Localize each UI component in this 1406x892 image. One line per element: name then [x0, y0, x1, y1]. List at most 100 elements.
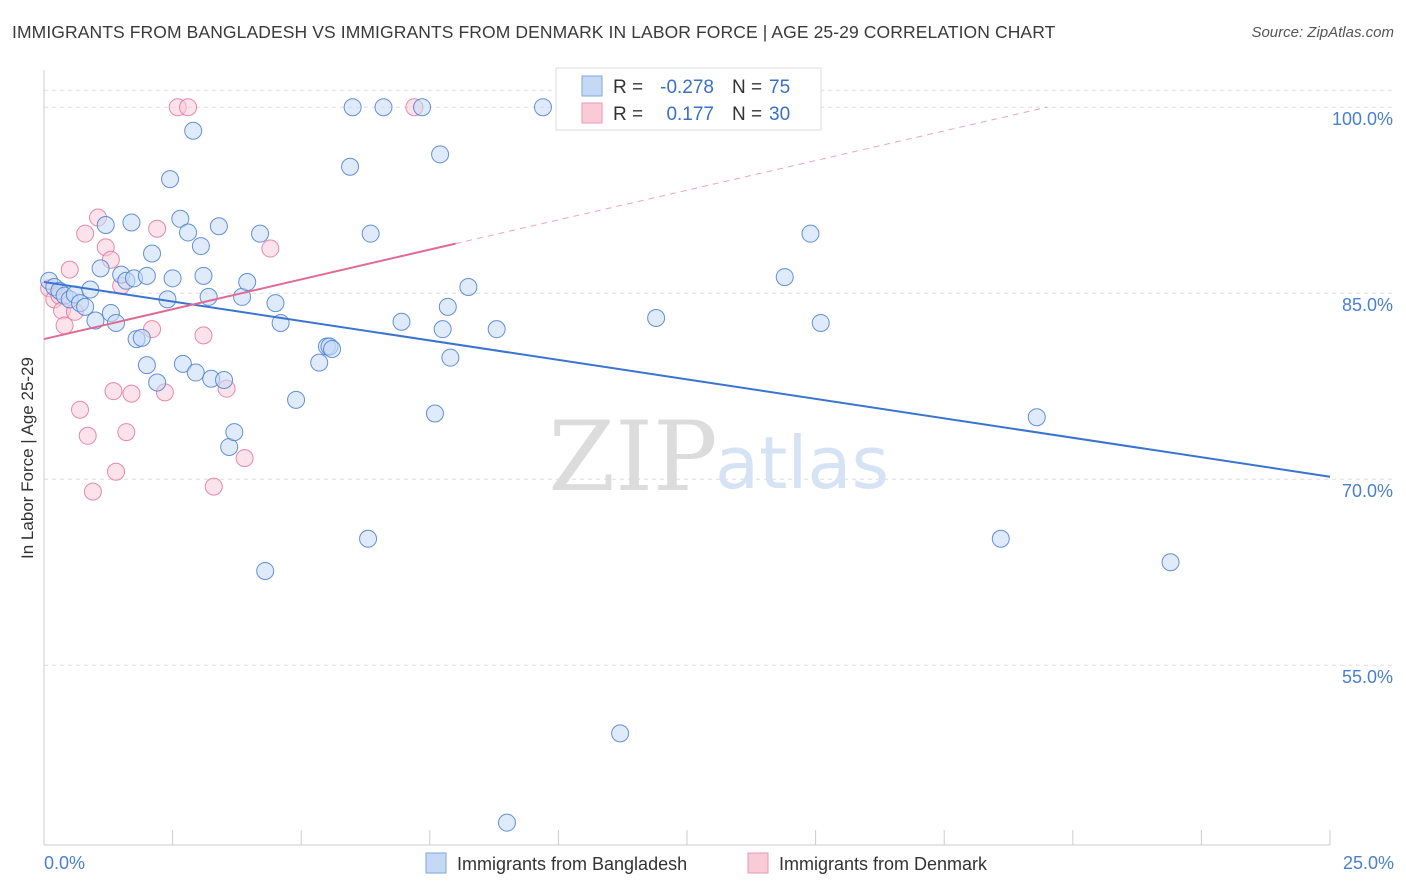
point-bangladesh-67: [647, 309, 666, 327]
point-bangladesh-32: [191, 237, 210, 256]
legend-r-value-bangladesh: -0.278: [660, 77, 714, 98]
bottom-legend-swatch-denmark: [747, 852, 769, 874]
point-bangladesh-53: [359, 529, 378, 548]
point-bangladesh-28: [173, 354, 192, 373]
point-bangladesh-21: [137, 356, 156, 375]
point-bangladesh-66: [533, 98, 552, 117]
trend-line-bangladesh: [43, 281, 1331, 478]
x-tick-labels: 0.0% 25.0%: [44, 853, 1394, 873]
point-bangladesh-57: [413, 98, 432, 117]
point-denmark-15: [107, 462, 126, 481]
point-denmark-7: [71, 400, 90, 419]
point-bangladesh-19: [132, 328, 151, 347]
zipatlas-watermark: ZIP atlas: [548, 401, 889, 513]
series-denmark-points: [40, 98, 424, 501]
point-bangladesh-42: [251, 224, 270, 243]
legend-r-label-bangladesh: R =: [613, 77, 648, 98]
point-bangladesh-20: [137, 266, 156, 285]
point-denmark-24: [194, 326, 213, 345]
point-bangladesh-73: [1161, 553, 1180, 572]
y-tick-label-3: 100.0%: [1332, 109, 1393, 129]
point-bangladesh-11: [96, 216, 115, 234]
bottom-legend-label-denmark: Immigrants from Denmark: [779, 854, 988, 874]
point-bangladesh-51: [341, 157, 360, 176]
legend-r-value-denmark: 0.177: [666, 104, 714, 125]
point-denmark-28: [261, 239, 280, 258]
legend-n-label-denmark: N =: [732, 104, 767, 125]
point-bangladesh-16: [122, 213, 141, 232]
point-bangladesh-65: [497, 813, 516, 832]
point-bangladesh-41: [238, 273, 257, 292]
point-denmark-9: [78, 426, 97, 445]
x-tick-label-max: 25.0%: [1343, 853, 1394, 873]
point-bangladesh-68: [775, 268, 794, 287]
legend-n-value-denmark: 30: [769, 104, 790, 125]
point-bangladesh-9: [86, 311, 105, 330]
legend-swatch-bangladesh: [581, 75, 603, 97]
point-bangladesh-47: [310, 353, 329, 372]
point-bangladesh-37: [215, 371, 234, 389]
point-denmark-25: [204, 477, 223, 496]
y-tick-label-2: 85.0%: [1342, 295, 1393, 315]
point-bangladesh-54: [361, 224, 380, 243]
point-bangladesh-62: [441, 348, 460, 367]
point-bangladesh-61: [438, 297, 457, 316]
point-denmark-14: [104, 382, 123, 401]
point-bangladesh-69: [801, 224, 820, 243]
bottom-legend-swatch-bangladesh: [425, 852, 447, 874]
legend-n-label-bangladesh: N =: [732, 77, 767, 98]
point-bangladesh-70: [811, 313, 830, 332]
legend-swatch-denmark: [581, 102, 603, 124]
point-bangladesh-60: [433, 320, 452, 339]
point-bangladesh-71: [991, 529, 1010, 548]
point-bangladesh-72: [1027, 408, 1046, 427]
point-bangladesh-39: [225, 423, 244, 442]
legend-n-value-bangladesh: 75: [769, 77, 790, 98]
point-bangladesh-31: [186, 363, 205, 382]
point-bangladesh-33: [194, 266, 213, 285]
bottom-legend-label-bangladesh: Immigrants from Bangladesh: [457, 854, 687, 874]
series-legend: Immigrants from Bangladesh Immigrants fr…: [425, 852, 988, 874]
point-bangladesh-22: [143, 244, 162, 263]
point-bangladesh-26: [163, 269, 182, 288]
stats-legend: R = -0.278 N = 75 R = 0.177 N = 30: [555, 67, 822, 131]
trend-lines: [43, 106, 1331, 478]
point-denmark-27: [235, 449, 254, 468]
point-bangladesh-63: [459, 278, 478, 296]
point-bangladesh-46: [287, 390, 306, 409]
point-denmark-8: [76, 224, 95, 243]
point-bangladesh-29: [179, 223, 198, 242]
y-tick-labels: 55.0% 70.0% 85.0% 100.0%: [1332, 109, 1393, 687]
point-denmark-17: [117, 423, 136, 442]
point-bangladesh-58: [425, 404, 444, 423]
grid-lines: [44, 89, 1394, 666]
point-bangladesh-59: [431, 145, 450, 164]
point-bangladesh-44: [266, 294, 285, 313]
point-bangladesh-55: [374, 98, 393, 117]
point-denmark-10: [83, 482, 102, 501]
y-tick-label-1: 70.0%: [1342, 481, 1393, 501]
point-bangladesh-56: [392, 312, 411, 331]
point-bangladesh-10: [91, 259, 110, 278]
point-bangladesh-52: [343, 98, 362, 117]
x-tick-label-min: 0.0%: [44, 853, 85, 873]
point-denmark-23: [179, 98, 198, 117]
point-bangladesh-36: [209, 217, 228, 236]
point-bangladesh-30: [184, 121, 203, 140]
chart-title: IMMIGRANTS FROM BANGLADESH VS IMMIGRANTS…: [12, 22, 1056, 42]
trend-line-denmark: [43, 242, 456, 341]
point-bangladesh-50: [323, 340, 342, 358]
series-bangladesh-points: [40, 98, 1180, 832]
point-bangladesh-43: [256, 561, 275, 580]
legend-r-label-denmark: R =: [613, 104, 648, 125]
point-bangladesh-27: [171, 209, 190, 228]
y-axis-label: In Labor Force | Age 25-29: [18, 357, 37, 559]
point-bangladesh-23: [148, 373, 167, 392]
y-tick-label-0: 55.0%: [1342, 667, 1393, 687]
watermark-atlas: atlas: [715, 421, 889, 505]
point-bangladesh-64: [487, 320, 506, 339]
point-denmark-20: [148, 219, 167, 238]
point-denmark-5: [60, 260, 79, 279]
source-credit: Source: ZipAtlas.com: [1251, 24, 1394, 41]
